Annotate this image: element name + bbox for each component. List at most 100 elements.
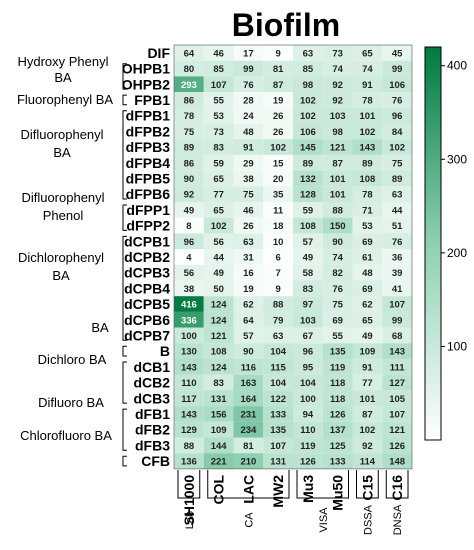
cell-value-label: 57 — [243, 331, 254, 342]
cell-value-label: 124 — [211, 362, 228, 373]
cell-value-label: 99 — [243, 64, 254, 75]
cell-value-label: 11 — [273, 205, 284, 216]
cell-value-label: 130 — [181, 347, 197, 358]
cell-value-label: 57 — [303, 237, 314, 248]
cell-value-label: 38 — [184, 284, 195, 295]
cell-value-label: 38 — [243, 174, 254, 185]
heatmap-cell — [263, 139, 293, 155]
heatmap-cell — [322, 249, 353, 265]
cell-value-label: 75 — [243, 190, 254, 201]
column-group-label: Lab — [184, 511, 196, 529]
column-group-bracket — [177, 470, 201, 499]
cell-value-label: 416 — [181, 300, 197, 311]
heatmap-cell — [233, 92, 264, 108]
cell-value-label: 109 — [359, 347, 375, 358]
heatmap-cell — [233, 359, 264, 375]
heatmap-cell — [382, 139, 412, 155]
heatmap-cell — [293, 406, 323, 422]
heatmap-cell — [174, 217, 204, 234]
heatmap-cell — [293, 421, 323, 438]
row-group-label: Difluorophenyl BA — [20, 127, 103, 160]
heatmap-cell — [352, 170, 383, 187]
cell-value-label: 143 — [181, 409, 197, 420]
colorbar-tick-label: 200 — [447, 246, 467, 260]
cell-value-label: 106 — [389, 80, 405, 91]
row-label: dCPB2 — [124, 249, 170, 265]
cell-value-label: 61 — [362, 252, 373, 263]
heatmap-cell — [352, 327, 383, 344]
cell-value-label: 81 — [243, 441, 254, 452]
cell-value-label: 48 — [243, 127, 254, 138]
heatmap-cell — [352, 217, 383, 234]
row-group-label: BA — [91, 320, 109, 335]
heatmap-cell — [293, 154, 323, 171]
cell-value-label: 69 — [362, 237, 373, 248]
heatmap-cell — [382, 327, 412, 344]
heatmap-cell — [203, 327, 234, 344]
heatmap-cell — [174, 202, 204, 218]
cell-value-label: 101 — [330, 174, 347, 185]
row-label: dFPP2 — [126, 218, 170, 234]
cell-value-label: 78 — [362, 190, 373, 201]
cell-value-label: 87 — [273, 80, 284, 91]
cell-value-label: 96 — [184, 237, 195, 248]
cell-value-label: 62 — [243, 300, 254, 311]
cell-value-label: 78 — [184, 111, 195, 122]
cell-value-label: 49 — [184, 205, 195, 216]
cell-value-label: 92 — [362, 441, 373, 452]
cell-value-label: 135 — [270, 425, 287, 436]
cell-value-label: 90 — [184, 174, 195, 185]
cell-value-label: 101 — [359, 111, 376, 122]
heatmap-cell — [203, 453, 234, 469]
heatmap-cell — [263, 45, 293, 61]
cell-value-label: 143 — [359, 143, 375, 154]
cell-value-label: 86 — [184, 158, 195, 169]
heatmap-cell — [322, 60, 353, 77]
heatmap-cell — [322, 233, 353, 250]
cell-value-label: 46 — [213, 48, 224, 59]
row-group-bracket — [122, 408, 127, 451]
heatmap-cell — [322, 437, 353, 454]
heatmap-cell — [233, 107, 264, 124]
cell-value-label: 55 — [332, 331, 343, 342]
cell-value-label: 293 — [181, 80, 197, 91]
cell-value-label: 119 — [300, 441, 315, 452]
cell-value-label: 90 — [332, 237, 343, 248]
heatmap-cell — [293, 76, 323, 93]
cell-value-label: 89 — [392, 174, 403, 185]
cell-value-label: 100 — [181, 331, 197, 342]
cell-value-label: 78 — [362, 95, 373, 106]
cell-value-label: 63 — [243, 237, 254, 248]
cell-value-label: 84 — [392, 127, 403, 138]
cell-value-label: 111 — [390, 362, 406, 373]
heatmap-cell — [322, 92, 353, 108]
heatmap-cell — [263, 390, 293, 407]
heatmap-cell — [352, 60, 383, 77]
cell-value-label: 92 — [332, 80, 343, 91]
cell-value-label: 107 — [270, 441, 286, 452]
heatmap-cell — [233, 280, 264, 297]
heatmap-cell — [174, 186, 204, 202]
heatmap-cell — [322, 421, 353, 438]
column-label: SH1000 — [181, 475, 197, 526]
heatmap-cell — [203, 76, 234, 93]
cell-value-label: 79 — [273, 315, 284, 326]
heatmap-cell — [263, 76, 293, 93]
row-label: dCB3 — [133, 390, 170, 406]
cell-value-label: 96 — [392, 111, 403, 122]
cell-value-label: 82 — [332, 268, 343, 279]
heatmap-cell — [382, 343, 412, 359]
cell-value-label: 8 — [186, 221, 191, 232]
cell-value-label: 98 — [332, 127, 343, 138]
cell-value-label: 105 — [389, 394, 406, 405]
heatmap-cell — [382, 359, 412, 375]
column-label: MW2 — [270, 475, 286, 508]
cell-value-label: 108 — [359, 174, 375, 185]
cell-value-label: 102 — [359, 425, 375, 436]
heatmap-cell — [263, 406, 293, 422]
column-label: Mu3 — [300, 475, 316, 503]
heatmap-cell — [263, 249, 293, 265]
cell-value-label: 104 — [300, 378, 317, 389]
heatmap-cell — [174, 107, 204, 124]
